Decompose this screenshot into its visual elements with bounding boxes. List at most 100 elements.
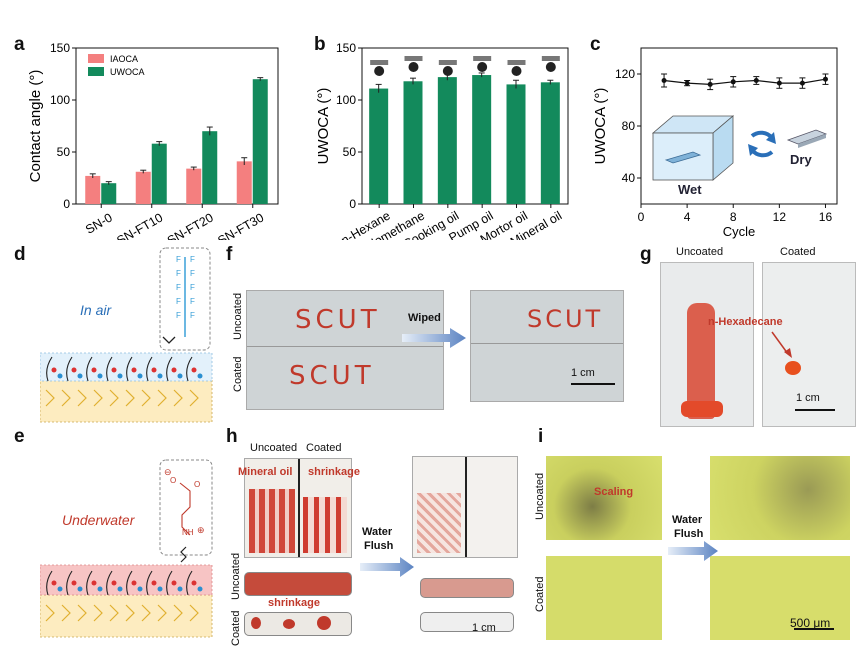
carboxylate-charge: ⊖ [164,467,172,477]
y-tick-label: 0 [63,197,70,211]
panel-f-before-photo: SCUT SCUT [246,290,444,410]
y-tick-label: 0 [349,197,356,211]
y-tick-label: 40 [622,171,636,185]
panel-h-plate-after [412,456,518,558]
ammonium-charge: ⊕ [197,525,205,535]
y-tick-label: 100 [336,93,356,107]
bar [135,171,151,204]
legend-label: IAOCA [110,54,138,64]
chart-c: 40 80 120 0 4 8 12 16 Cycle UWOCA (°) [592,47,838,239]
panel-h-tube-uncoated [244,572,352,596]
water-flush-arrow-h-icon [360,557,414,577]
panel-h-uncoated-label: Uncoated [250,442,298,454]
x-tick-label: 4 [684,210,691,224]
legend-swatch [88,67,104,76]
panel-g-uncoated-label: Uncoated [676,246,724,258]
panel-g-coated-photo [762,262,856,427]
y-axis-label: UWOCA (°) [592,88,609,165]
droplet-icon [473,56,492,72]
y-axis-label: UWOCA (°) [315,88,332,165]
data-point [799,80,805,86]
data-point [661,78,667,83]
panel-h-tube-coated [244,612,352,636]
bar [437,77,457,204]
legend-label: UWOCA [110,67,145,77]
panel-letter-c: c [590,34,601,55]
data-point [730,79,736,85]
x-tick-label: SN-FT20 [165,210,216,240]
data-point [776,80,782,86]
panel-h-tube-after-uncoated [420,578,514,598]
plot-frame [361,47,569,205]
pointer-arrow-icon [771,331,792,358]
panel-letter-b: b [314,34,326,55]
panel-h-plate-before [244,458,352,558]
droplet-icon [370,60,389,76]
x-tick-label: SN-0 [83,210,115,236]
panel-i-uncoated-before [546,456,662,540]
panel-h-tube-after-coated [420,612,514,632]
panel-g-scale-label: 1 cm [796,392,820,404]
x-tick-label: SN-FT30 [215,210,266,240]
panel-letter-h: h [226,426,238,447]
x-tick-label: 8 [730,210,737,224]
panel-f-scale-label: 1 cm [571,367,595,379]
droplet-icon [404,56,423,72]
panel-i-uncoated-label: Uncoated [534,472,546,520]
x-tick-label: 12 [773,210,787,224]
fluorine-label: F [176,311,181,320]
oxygen-label: O [194,480,200,489]
panel-letter-a: a [14,34,25,55]
bar [186,168,202,204]
scut-text-after: SCUT [527,305,604,333]
scut-text-coated: SCUT [289,361,375,391]
droplet-icon [507,60,526,76]
panel-i-flush-label: Flush [674,528,704,540]
panel-g-uncoated-photo [660,262,754,427]
bar [252,79,268,204]
water-flush-arrow-i-icon [668,541,718,561]
panel-h-flush-label: Flush [364,540,394,552]
y-tick-label: 100 [50,93,70,107]
fluorine-label: F [190,255,195,264]
droplet-icon [438,60,457,76]
wet-container [651,115,735,181]
panel-letter-g: g [640,244,652,265]
amine-label: NH [182,528,194,537]
panel-f-after-photo: SCUT 1 cm [470,290,624,402]
bar [472,75,492,204]
panel-d-caption: In air [80,302,112,318]
x-tick-label: 16 [819,210,833,224]
wiped-label: Wiped [408,312,441,324]
panel-i-uncoated-after [710,456,850,540]
y-tick-label: 50 [343,145,357,159]
data-point [707,81,713,87]
panel-i-water-label: Water [672,514,703,526]
panel-i-coated-before [546,556,662,640]
panel-f-coated-label: Coated [232,356,244,392]
fluorine-label: F [176,283,181,292]
wiped-arrow-icon [402,328,466,348]
bar [202,131,218,204]
panel-g-coated-label: Coated [780,246,816,258]
x-tick-label: 0 [638,210,645,224]
panel-h-coated-label: Coated [306,442,342,454]
plot-frame [75,47,279,205]
panel-e-schematic: ⊖ O O NH ⊕ Underwater [40,459,213,638]
data-point [753,78,759,83]
shrinkage-label-top: shrinkage [308,466,360,478]
bar [85,175,101,204]
panel-i-scale-label: 500 μm [790,616,831,630]
fluorine-label: F [190,297,195,306]
scaling-label: Scaling [594,486,634,498]
panel-letter-e: e [14,426,25,447]
y-tick-label: 150 [336,41,356,55]
cycle-arrows-icon [748,130,776,158]
dry-slide [786,129,828,148]
y-tick-label: 150 [50,41,70,55]
panel-h-water-label: Water [362,526,393,538]
mineral-oil-label: Mineral oil [238,466,293,478]
panel-letter-i: i [538,426,544,447]
panel-letter-f: f [226,244,233,265]
